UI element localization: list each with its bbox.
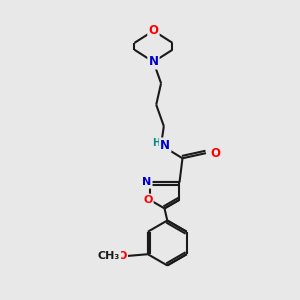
Text: O: O xyxy=(211,147,221,160)
Text: N: N xyxy=(142,178,152,188)
Text: H: H xyxy=(152,138,160,148)
Text: N: N xyxy=(160,139,170,152)
Text: O: O xyxy=(143,195,152,205)
Text: O: O xyxy=(148,24,158,37)
Text: O: O xyxy=(118,251,127,261)
Text: N: N xyxy=(148,56,158,68)
Text: CH₃: CH₃ xyxy=(98,251,120,261)
